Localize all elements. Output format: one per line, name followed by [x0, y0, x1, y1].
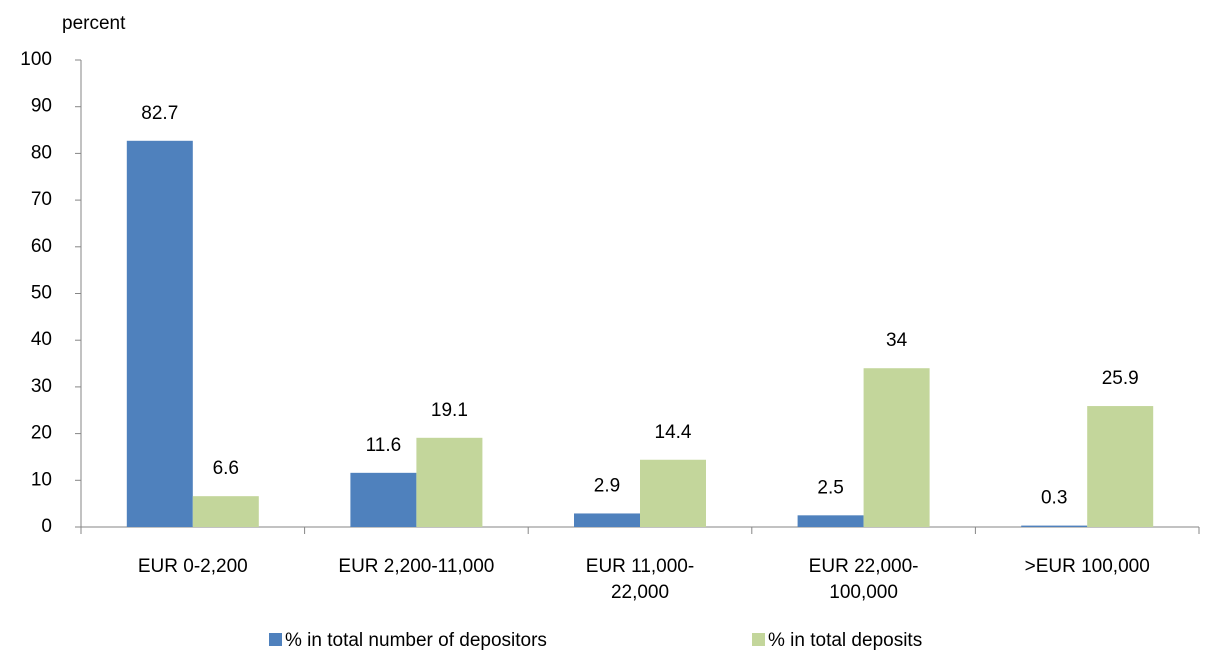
x-tick-label: EUR 11,000-22,000 — [585, 556, 695, 603]
x-tick-label: EUR 2,200-11,000 — [338, 556, 495, 577]
legend-swatch — [752, 633, 765, 646]
bar — [1021, 525, 1088, 527]
data-label: 6.6 — [213, 458, 239, 479]
bar — [192, 496, 259, 527]
y-tick-label: 80 — [31, 142, 52, 163]
data-label: 25.9 — [1102, 368, 1139, 389]
y-axis-label: percent — [62, 13, 126, 34]
bar — [350, 472, 417, 527]
y-tick-label: 60 — [31, 236, 52, 257]
y-tick-label: 40 — [31, 329, 52, 350]
bar — [640, 459, 706, 527]
legend-label: % in total number of depositors — [285, 630, 547, 651]
data-label: 82.7 — [141, 103, 178, 124]
data-label: 2.5 — [817, 477, 843, 498]
legend-label: % in total deposits — [768, 630, 922, 651]
y-tick-label: 50 — [31, 283, 52, 304]
y-tick-label: 70 — [31, 189, 52, 210]
bar — [1087, 406, 1154, 527]
data-label: 0.3 — [1041, 488, 1067, 509]
bar — [797, 515, 864, 527]
bar — [416, 437, 483, 527]
x-tick-label: EUR 0-2,200 — [137, 556, 248, 577]
bar — [863, 368, 930, 527]
data-label: 2.9 — [594, 475, 620, 496]
bar — [126, 140, 193, 527]
data-label: 14.4 — [655, 422, 692, 443]
x-tick-label: EUR 22,000-100,000 — [808, 556, 919, 603]
y-tick-label: 30 — [31, 376, 52, 397]
data-label: 34 — [886, 330, 908, 351]
legend-swatch — [269, 633, 282, 646]
y-tick-label: 0 — [41, 516, 52, 537]
y-tick-label: 10 — [31, 469, 52, 490]
y-tick-label: 100 — [20, 49, 52, 70]
data-label: 11.6 — [366, 435, 402, 456]
y-tick-label: 20 — [31, 423, 52, 444]
x-tick-label: >EUR 100,000 — [1024, 556, 1150, 577]
y-tick-label: 90 — [31, 96, 52, 117]
bar — [574, 513, 640, 527]
data-label: 19.1 — [431, 400, 468, 421]
